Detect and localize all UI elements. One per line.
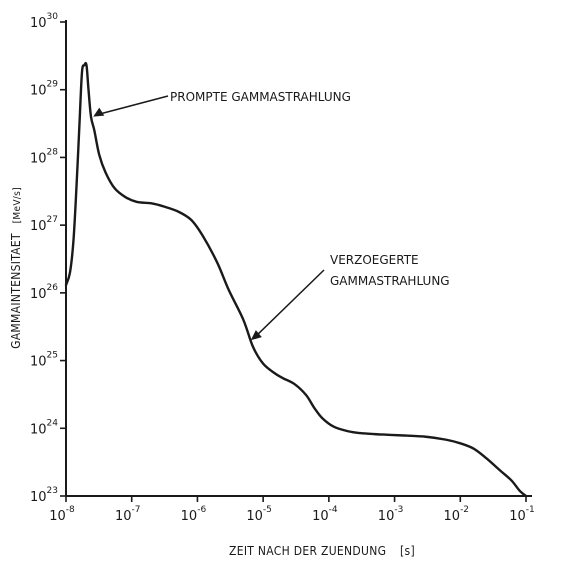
annotations: PROMPTE GAMMASTRAHLUNG VERZOEGERTE GAMMAST…	[93, 90, 450, 341]
prompt-arrow-head	[93, 107, 105, 117]
series	[64, 61, 528, 498]
y-tick-label: 1026	[30, 283, 58, 302]
x-tick-label: 10-4	[312, 505, 338, 524]
x-tick-label: 10-7	[115, 505, 141, 524]
y-tick-label: 1030	[30, 12, 58, 31]
delayed-gamma-label-line1: VERZOEGERTE	[330, 253, 419, 267]
x-tick-label: 10-5	[246, 505, 272, 524]
delayed-arrow-line	[254, 269, 325, 338]
prompt-arrow-line	[97, 95, 169, 116]
x-tick-label: 10-6	[181, 505, 207, 524]
y-tick-label: 1023	[30, 486, 58, 505]
axes	[65, 20, 532, 497]
y-tick-label: 1029	[30, 80, 58, 99]
delayed-gamma-label-line2: GAMMASTRAHLUNG	[330, 274, 450, 288]
x-tick-label: 10-3	[378, 505, 404, 524]
y-tick-label: 1028	[30, 147, 58, 166]
y-axis-label: GAMMAINTENSITAET [MeV/s]	[9, 187, 23, 349]
y-tick-label: 1025	[30, 351, 58, 370]
prompt-gamma-label: PROMPTE GAMMASTRAHLUNG	[170, 90, 351, 104]
y-tick-label: 1024	[30, 418, 58, 437]
y-tick-label: 1027	[30, 215, 58, 234]
x-tick-label: 10-8	[49, 505, 75, 524]
x-tick-label: 10-1	[509, 505, 535, 524]
x-axis-label: ZEIT NACH DER ZUENDUNG [s]	[229, 544, 415, 558]
y-axis-ticks: 1023 1024 1025 1026 1027 1028 1029 1030	[30, 12, 66, 505]
x-axis-ticks: 10-8 10-7 10-6 10-5 10-4 10-3 10-2 10-1	[49, 496, 535, 524]
x-tick-label: 10-2	[444, 505, 470, 524]
delayed-arrow-head	[250, 330, 262, 341]
gamma-intensity-curve	[64, 61, 528, 498]
